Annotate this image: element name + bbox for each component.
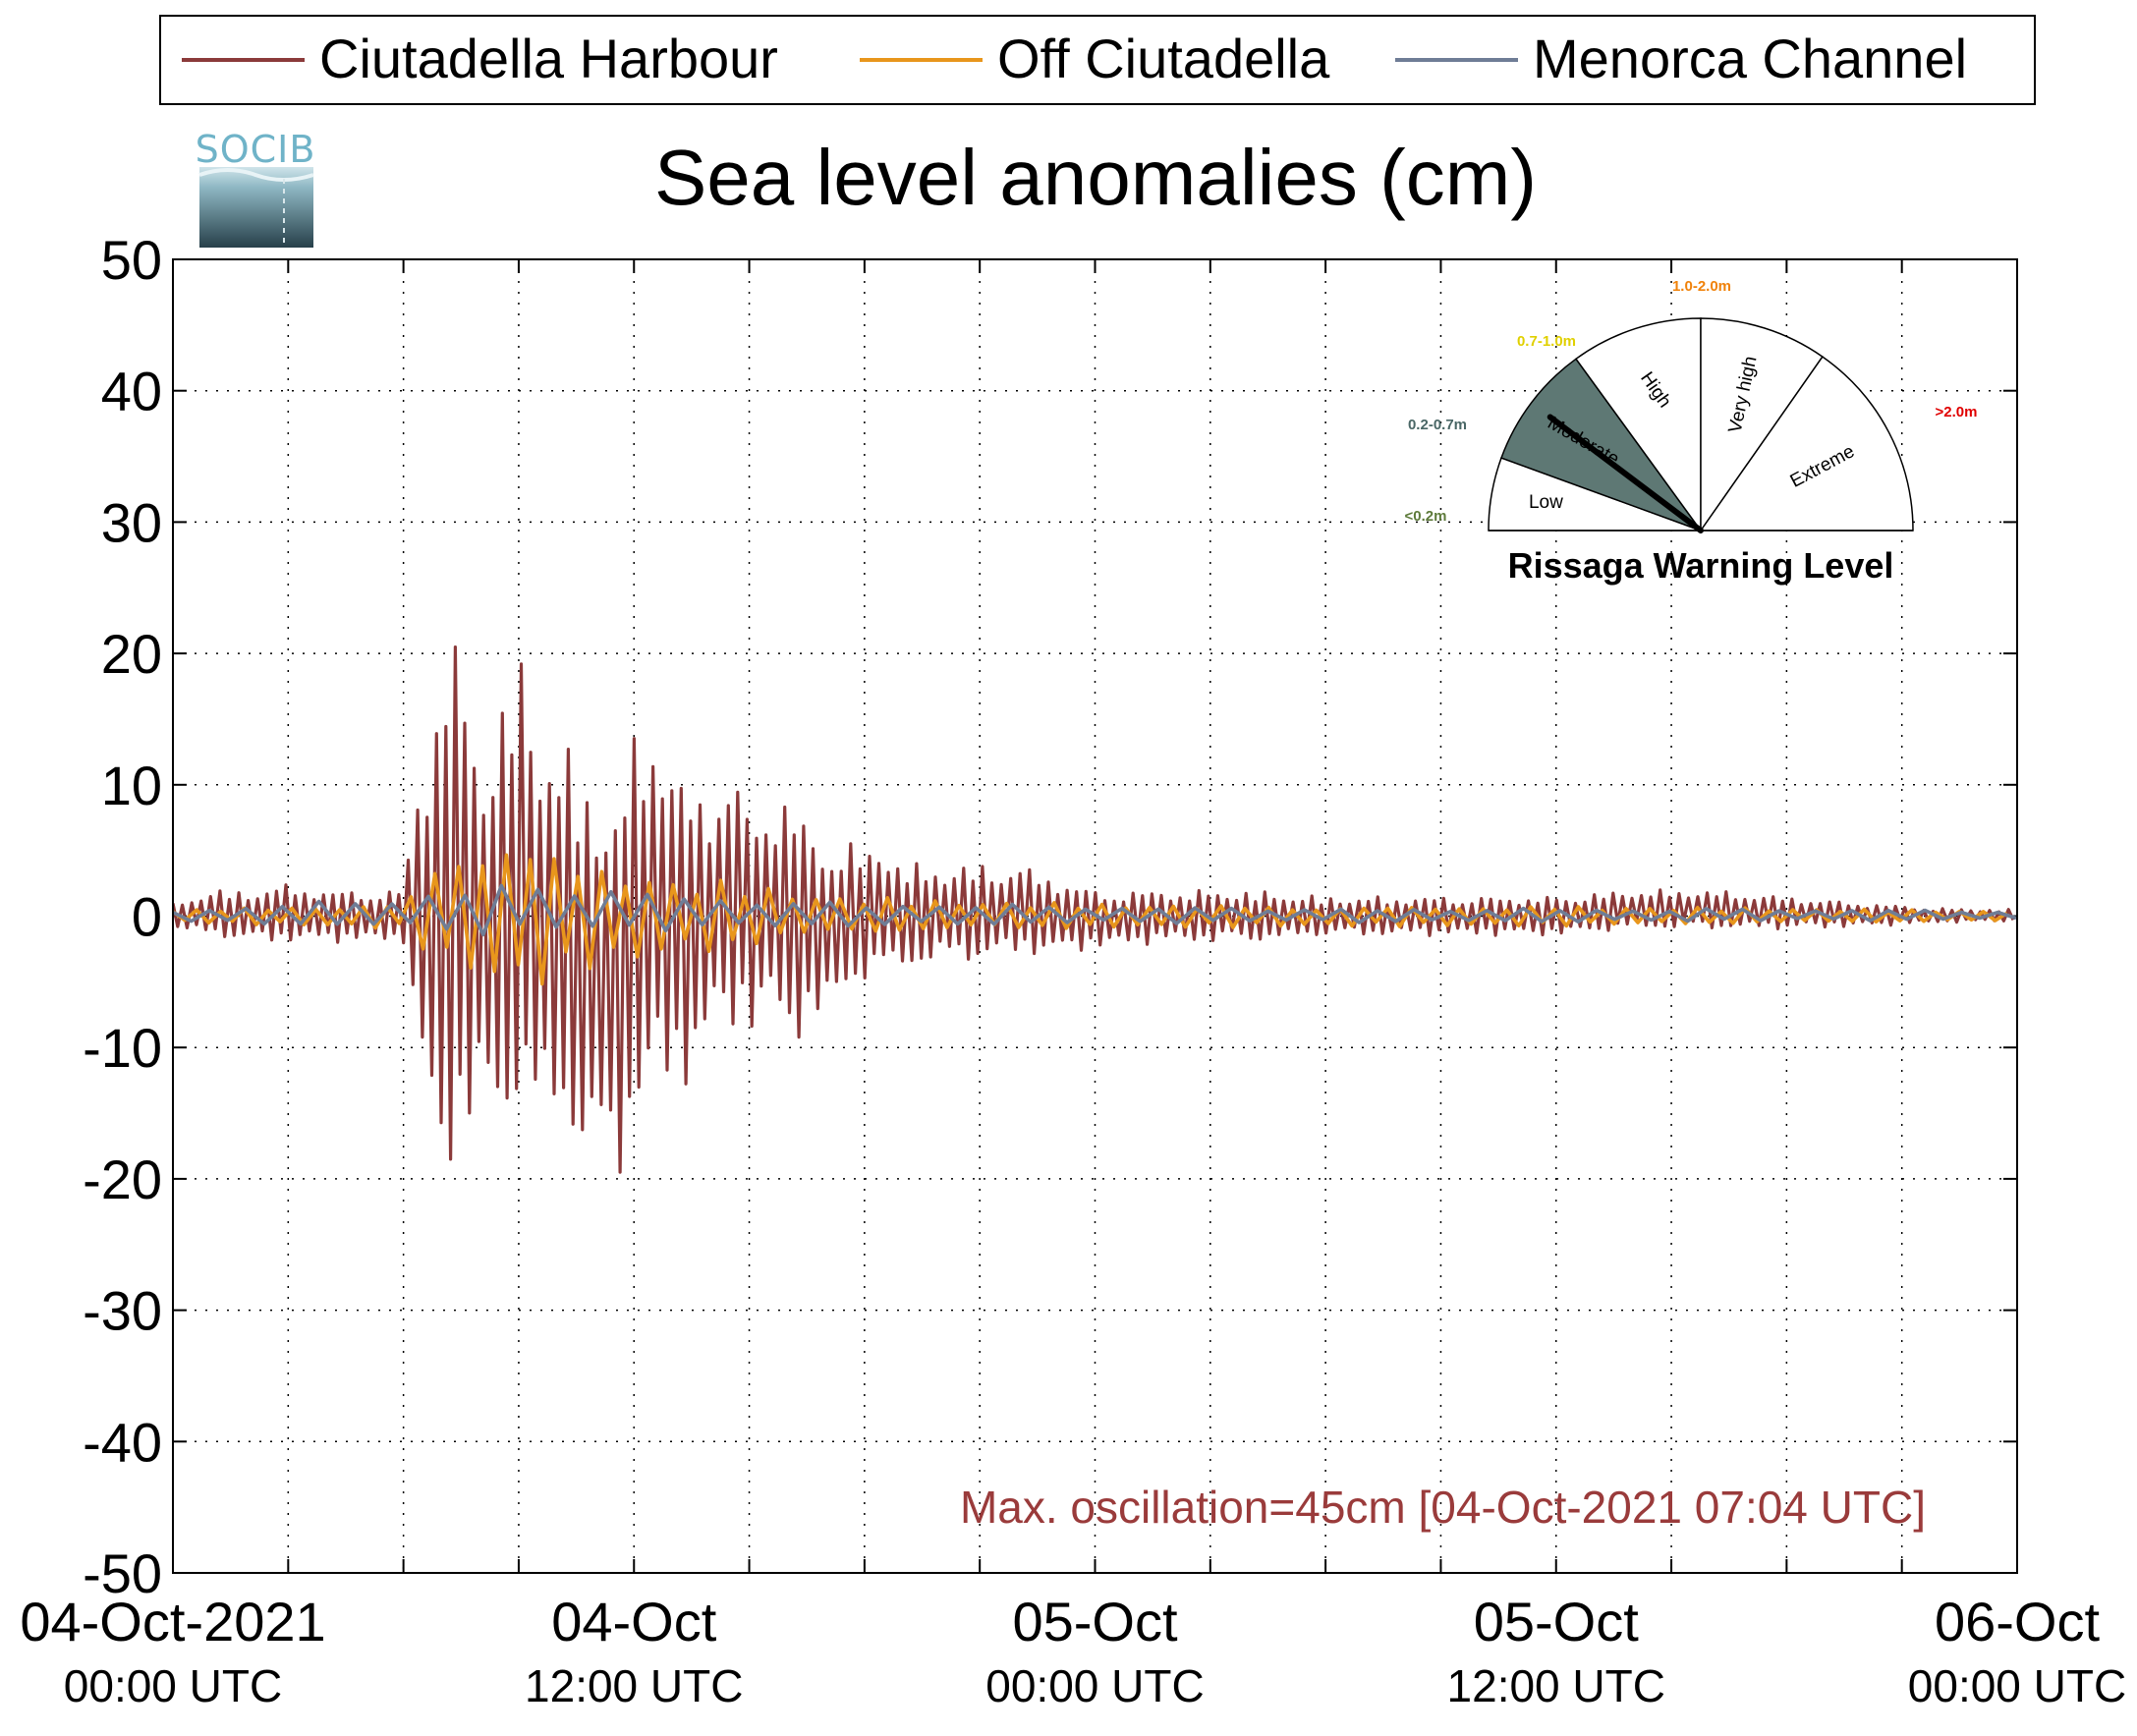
y-tick-label: 0 [132, 886, 162, 948]
y-tick-label: -50 [83, 1542, 162, 1604]
y-tick-label: 40 [101, 361, 162, 422]
gauge-range-label: 1.0-2.0m [1672, 278, 1731, 295]
gauge-sector-label: Low [1529, 492, 1563, 513]
gauge-range-label: >2.0m [1936, 404, 1978, 420]
max-oscillation-annotation: Max. oscillation=45cm [04-Oct-2021 07:04… [960, 1482, 1926, 1533]
socib-logo: SOCIB [196, 128, 316, 248]
socib-logo-text: SOCIB [196, 128, 316, 171]
chart-title: Sea level anomalies (cm) [654, 134, 1537, 221]
series-line-menorca-channel [173, 883, 2017, 937]
gauge-sector-high [1574, 317, 1702, 533]
gauge-sector-very-high [1700, 317, 1824, 533]
legend-label-off-ciutadella: Off Ciutadella [997, 28, 1330, 89]
y-tick-label: 10 [101, 755, 162, 816]
y-tick-label: -40 [83, 1411, 162, 1473]
x-tick-label-date: 04-Oct-2021 [20, 1591, 325, 1652]
x-tick-label-time: 00:00 UTC [985, 1660, 1204, 1711]
y-tick-label: 20 [101, 623, 162, 685]
y-axis: 50 40 30 20 10 0 -10 -20 -30 -40 -50 [83, 229, 2017, 1604]
legend-label-ciutadella-harbour: Ciutadella Harbour [319, 28, 778, 89]
gauge-range-label: <0.2m [1405, 508, 1447, 525]
plot-frame [172, 258, 2018, 1574]
gauge-sector-extreme [1699, 356, 1914, 532]
x-tick-label-time: 00:00 UTC [1908, 1660, 2126, 1711]
x-tick-label-time: 12:00 UTC [1447, 1660, 1665, 1711]
gauge-range-label: 0.7-1.0m [1517, 333, 1576, 350]
gauge-range-label: 0.2-0.7m [1408, 417, 1467, 433]
x-axis: 04-Oct-2021 00:00 UTC 04-Oct 12:00 UTC 05-Oc… [20, 259, 2126, 1711]
y-tick-label: -30 [83, 1280, 162, 1342]
x-tick-label-time: 00:00 UTC [64, 1660, 282, 1711]
gauge-pointer [1547, 414, 1704, 533]
y-tick-label: 50 [101, 229, 162, 291]
x-tick-label-date: 04-Oct [551, 1591, 716, 1652]
x-tick-label-date: 05-Oct [1012, 1591, 1177, 1652]
gauge-sector-moderate [1500, 358, 1704, 532]
legend: Ciutadella Harbour Off Ciutadella Menorc… [159, 15, 2036, 105]
y-tick-label: 30 [101, 491, 162, 553]
y-tick-label: -20 [83, 1148, 162, 1210]
gauge-title: Rissaga Warning Level [1508, 545, 1894, 586]
x-tick-label-date: 06-Oct [1935, 1591, 2100, 1652]
y-tick-label: -10 [83, 1017, 162, 1079]
x-tick-label-time: 12:00 UTC [525, 1660, 743, 1711]
legend-label-menorca-channel: Menorca Channel [1533, 28, 1967, 89]
x-tick-label-date: 05-Oct [1474, 1591, 1639, 1652]
socib-logo-wave [198, 168, 314, 182]
rissaga-warning-gauge: LowModerateHighVery highExtreme<0.2m0.2-… [1405, 278, 1978, 533]
series-layer [173, 645, 2017, 1174]
legend-box [159, 15, 2036, 105]
